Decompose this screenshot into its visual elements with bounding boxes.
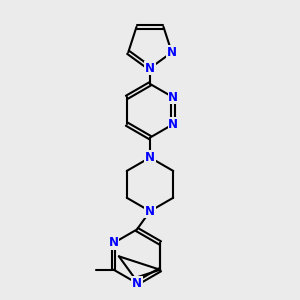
Text: N: N bbox=[168, 118, 178, 131]
Text: N: N bbox=[145, 205, 155, 218]
Text: N: N bbox=[145, 151, 155, 164]
Text: N: N bbox=[167, 46, 177, 59]
Text: N: N bbox=[109, 236, 119, 249]
Text: N: N bbox=[168, 91, 178, 104]
Text: N: N bbox=[145, 62, 155, 75]
Text: N: N bbox=[132, 277, 142, 290]
